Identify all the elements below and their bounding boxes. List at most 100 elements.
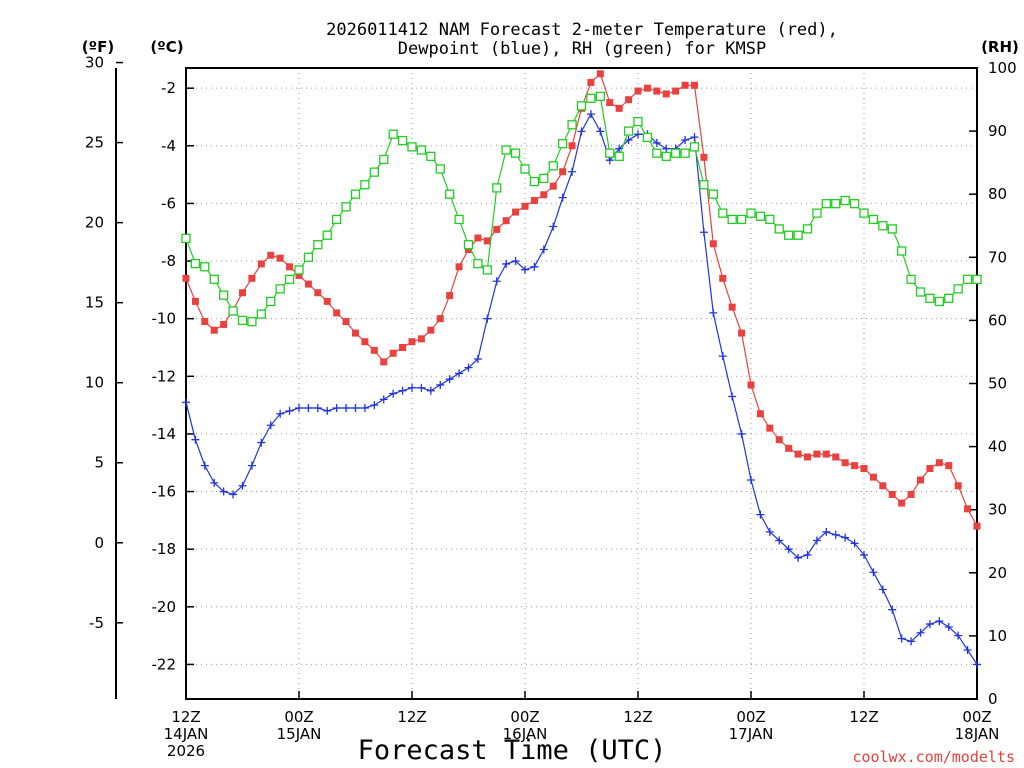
temperature-point xyxy=(286,263,294,271)
rh-tick-label: 0 xyxy=(988,690,998,708)
dewpoint-point xyxy=(624,136,633,145)
temperature-point xyxy=(549,182,557,190)
rh-point xyxy=(266,296,276,307)
dewpoint-point xyxy=(549,222,558,231)
dewpoint-point xyxy=(219,487,228,496)
celsius-tick-label: -6 xyxy=(161,194,176,212)
temperature-point xyxy=(455,263,463,271)
celsius-tick-label: -12 xyxy=(152,367,177,385)
temperature-point xyxy=(681,81,689,89)
rh-point xyxy=(897,246,907,256)
dewpoint-point xyxy=(351,403,360,412)
dewpoint-point xyxy=(370,401,379,410)
rh-point xyxy=(445,189,455,199)
temperature-point xyxy=(370,346,378,354)
rh-point xyxy=(482,265,492,275)
dewpoint-point xyxy=(737,429,746,438)
rh-point xyxy=(802,224,813,234)
rh-point xyxy=(379,154,389,165)
temperature-point xyxy=(361,338,369,346)
rh-point xyxy=(237,315,248,326)
rh-tick-label: 70 xyxy=(988,248,1007,266)
temperature-point xyxy=(832,453,840,461)
temperature-point xyxy=(756,410,764,418)
dewpoint-point xyxy=(869,568,878,577)
x-axis-title: Forecast Time (UTC) xyxy=(358,735,667,766)
rh-point xyxy=(360,180,370,190)
dewpoint-point xyxy=(963,646,972,655)
rh-series xyxy=(181,91,982,327)
temperature-point xyxy=(643,84,651,92)
rh-tick-label: 30 xyxy=(988,501,1007,519)
rh-point xyxy=(755,211,766,221)
temperature-point xyxy=(559,168,567,176)
dewpoint-point xyxy=(238,481,247,490)
rh-point xyxy=(181,233,191,244)
dewpoint-point xyxy=(342,403,351,412)
dewpoint-point xyxy=(521,265,529,274)
dewpoint-point xyxy=(907,637,916,646)
temperature-point xyxy=(794,450,802,458)
rh-point xyxy=(576,101,587,111)
rh-point xyxy=(868,214,879,225)
temperature-point xyxy=(917,476,924,484)
dewpoint-point xyxy=(699,228,708,237)
chart-title-line-1: 2026011412 NAM Forecast 2-meter Temperat… xyxy=(326,20,838,40)
fahrenheit-tick-label: 20 xyxy=(85,214,104,232)
rh-point xyxy=(708,189,718,199)
dewpoint-point xyxy=(897,634,906,643)
dewpoint-point xyxy=(464,363,473,372)
temperature-point xyxy=(926,464,934,472)
x-tick-label: 16JAN xyxy=(503,725,548,743)
temperature-point xyxy=(342,318,350,326)
dewpoint-point xyxy=(455,369,464,378)
dewpoint-point xyxy=(511,257,520,266)
rh-point xyxy=(529,176,540,187)
temperature-point xyxy=(804,453,811,461)
fahrenheit-tick-label: 0 xyxy=(94,534,104,552)
dewpoint-point xyxy=(191,435,200,444)
rh-point xyxy=(332,214,342,225)
rh-point xyxy=(586,93,596,103)
dewpoint-point xyxy=(634,130,642,139)
dewpoint-point xyxy=(860,550,868,559)
temperature-point xyxy=(530,197,538,205)
rh-point xyxy=(821,199,831,209)
celsius-tick-label: -20 xyxy=(152,598,177,616)
rh-point xyxy=(303,252,314,262)
x-tick-label: 00Z xyxy=(510,708,539,726)
temperature-point xyxy=(869,473,877,481)
temperature-point xyxy=(728,303,736,311)
temperature-point xyxy=(417,335,425,343)
temperature-point xyxy=(625,96,633,104)
dewpoint-point xyxy=(586,110,595,119)
rh-point xyxy=(614,151,624,161)
temperature-point xyxy=(851,462,859,470)
fahrenheit-tick-label: 25 xyxy=(85,134,104,152)
rh-point xyxy=(463,240,474,250)
dewpoint-series xyxy=(182,110,981,669)
dewpoint-point xyxy=(784,545,793,554)
rh-point xyxy=(510,148,521,158)
dewpoint-line xyxy=(185,112,978,665)
x-tick-label: 15JAN xyxy=(277,725,322,743)
fahrenheit-tick-label: 5 xyxy=(94,454,104,472)
dewpoint-point xyxy=(332,403,341,412)
rh-point xyxy=(642,132,653,143)
dewpoint-point xyxy=(916,628,925,637)
rh-point xyxy=(256,309,266,319)
dewpoint-point xyxy=(831,530,840,539)
temperature-point xyxy=(521,202,529,210)
rh-tick-label: 60 xyxy=(988,311,1007,329)
temperature-point xyxy=(323,297,331,305)
dewpoint-point xyxy=(973,660,981,669)
temperature-point xyxy=(201,318,209,326)
temperature-point xyxy=(540,191,548,199)
rh-point xyxy=(520,164,530,174)
rh-tick-label: 20 xyxy=(988,564,1007,582)
rh-point xyxy=(595,91,605,102)
temperature-point xyxy=(474,234,482,242)
dewpoint-point xyxy=(652,138,661,147)
